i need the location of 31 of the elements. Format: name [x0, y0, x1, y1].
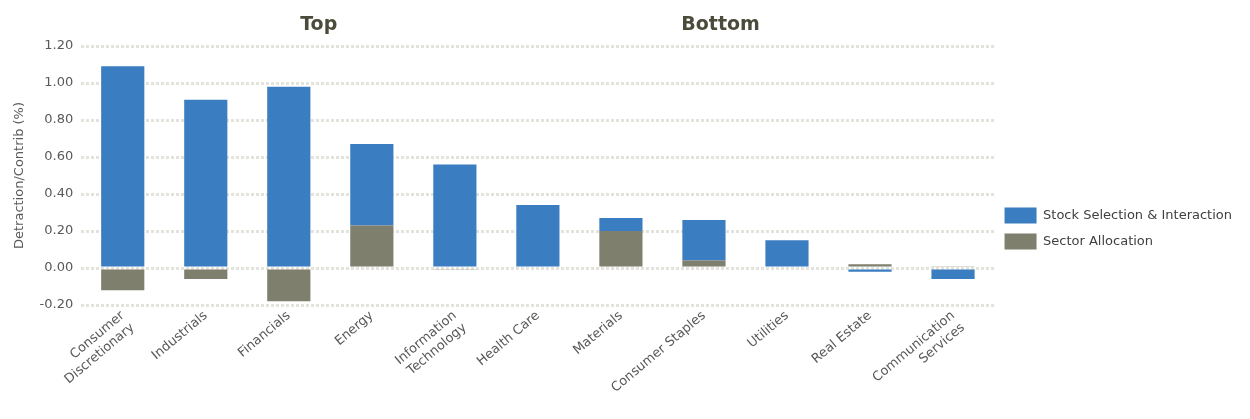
bar	[267, 86, 311, 267]
bar	[101, 269, 145, 291]
y-tick-label: 0.80	[44, 111, 74, 127]
text: Bottom	[681, 11, 760, 34]
y-tick-label: 0.40	[44, 185, 74, 201]
y-tick-label: 1.00	[44, 74, 74, 90]
legend-label: Stock Selection & Interaction	[1043, 206, 1232, 222]
bar	[184, 99, 228, 267]
bar	[350, 225, 394, 267]
legend-label: Sector Allocation	[1043, 232, 1154, 248]
y-tick-label: -0.20	[39, 296, 74, 312]
y-tick-label: 0.60	[44, 148, 74, 164]
bar	[599, 218, 643, 232]
bar	[101, 66, 145, 267]
bar	[599, 231, 643, 267]
y-axis-title: Detraction/Contrib (%)	[11, 101, 27, 250]
bar	[184, 269, 228, 280]
bar	[433, 164, 477, 267]
bar	[765, 240, 809, 267]
bar	[931, 269, 975, 280]
bar	[682, 219, 726, 261]
y-tick-label: 0.20	[44, 222, 74, 238]
y-tick-label: 0.00	[44, 259, 74, 275]
bar	[516, 205, 560, 267]
text: Top	[300, 11, 338, 34]
bar	[350, 144, 394, 226]
bar	[267, 269, 311, 302]
y-tick-label: 1.20	[44, 37, 74, 53]
bar	[848, 269, 892, 272]
bar	[682, 260, 726, 267]
bar	[848, 264, 892, 267]
